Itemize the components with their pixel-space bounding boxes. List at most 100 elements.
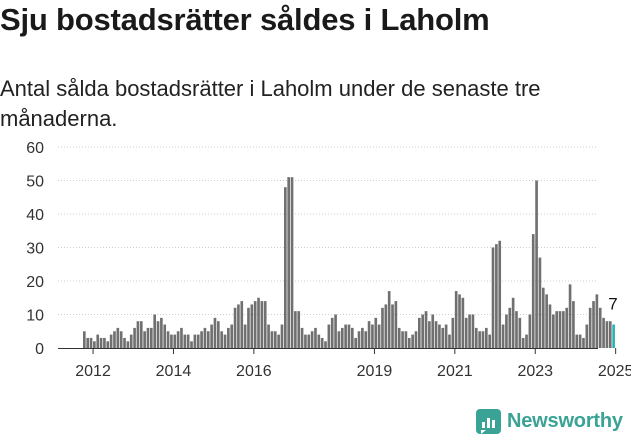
x-tick-label: 2014 [156,363,192,380]
bar [344,324,347,348]
bar [454,291,458,348]
y-tick-label: 10 [26,308,44,325]
bar [89,337,93,348]
x-tick-label: 2023 [517,363,553,380]
bar [384,304,388,348]
bar [267,324,270,348]
bar [588,307,592,348]
bar [461,297,465,348]
bar [364,331,368,348]
bar [113,331,116,348]
bar [176,331,180,348]
bar [347,324,351,348]
bar [126,341,130,348]
bar [495,244,498,348]
bar [501,324,505,348]
bar [163,324,167,348]
bar [458,294,461,348]
bar [518,317,522,348]
bar [548,304,552,348]
bar [133,327,136,348]
bar [387,291,391,348]
bar [444,324,448,348]
bar [280,324,284,348]
bar [200,331,203,348]
bar [474,327,478,348]
bar [99,337,103,348]
bar [327,324,331,348]
bar [270,331,274,348]
bar [515,311,518,348]
bar [284,187,287,348]
bar [304,334,307,348]
bar [351,327,354,348]
bar [240,301,244,348]
bar [608,321,612,348]
bar [227,327,230,348]
bar [538,257,542,348]
bar [196,334,200,348]
bar [562,311,565,348]
bar [300,327,304,348]
bar [337,331,341,348]
bar [535,180,538,348]
bar [237,304,240,348]
bar [153,314,156,348]
bar [598,307,602,348]
bar [273,331,277,348]
bar [464,317,468,348]
bar [381,307,384,348]
bar [143,331,146,348]
bar [448,334,451,348]
y-tick-label: 60 [26,140,44,157]
bar [531,234,535,348]
bar [481,331,485,348]
bar [575,334,579,348]
x-axis: 2012 2014 2016 2019 2021 2023 2025 [58,348,631,380]
bar [307,334,311,348]
bar [418,317,421,348]
x-tick-label: 2025 [598,363,631,380]
bar [585,324,589,348]
bar [374,317,378,348]
bar [193,334,197,348]
bar [505,314,508,348]
bar [253,301,257,348]
bar [602,317,605,348]
bar [277,334,280,348]
bar [354,337,357,348]
bar [508,307,512,348]
bar [441,327,445,348]
bar [401,331,404,348]
bar [558,311,562,348]
bar [183,334,187,348]
bar [471,314,475,348]
y-tick-label: 40 [26,207,44,224]
bar [552,314,555,348]
bar [572,301,575,348]
bar [139,321,143,348]
brand-logo: Newsworthy [476,406,623,436]
bar [213,317,217,348]
chart-subtitle: Antal sålda bostadsrätter i Laholm under… [0,76,541,131]
brand-name: Newsworthy [507,409,623,432]
bar [314,327,317,348]
bar [397,327,401,348]
bar [109,334,113,348]
bar [491,247,495,348]
bar [103,337,106,348]
bar [263,301,267,348]
bar [86,337,89,348]
bar [438,324,441,348]
bar [203,327,207,348]
x-tick-label: 2021 [437,363,473,380]
bar [116,327,120,348]
bar [394,301,398,348]
bar [605,321,609,348]
bar [528,314,532,348]
chart-title: Sju bostadsrätter såldes i Laholm [0,2,490,37]
bar [595,294,599,348]
bar [541,287,545,348]
y-tick-label: 50 [26,174,44,191]
bar [424,311,428,348]
